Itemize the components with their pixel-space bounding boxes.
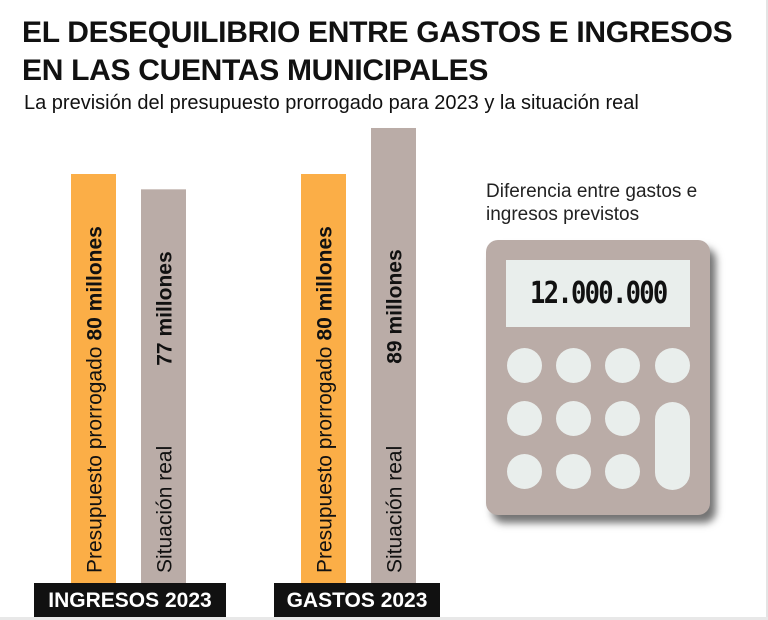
frame-border <box>766 0 768 620</box>
calculator-key <box>507 348 542 383</box>
chart-subtitle: La previsión del presupuesto prorrogado … <box>24 92 639 114</box>
bar-presupuesto-ingresos <box>71 174 116 583</box>
calculator-key <box>507 401 542 436</box>
calculator-key <box>556 401 591 436</box>
calculator-key <box>605 348 640 383</box>
calculator-icon: 12.000.000 <box>486 240 710 515</box>
category-label-ingresos: INGRESOS 2023 <box>34 583 226 619</box>
calculator-key <box>507 454 542 489</box>
calculator-key <box>556 454 591 489</box>
difference-value: 12.000.000 <box>529 276 668 311</box>
calculator-screen: 12.000.000 <box>506 260 690 327</box>
bar-label: Situación real77 millones <box>154 251 177 573</box>
category-label-gastos: GASTOS 2023 <box>274 583 440 619</box>
frame-bottom <box>0 617 768 620</box>
bar-presupuesto-gastos <box>301 174 346 583</box>
calculator-key <box>556 348 591 383</box>
bar-situacion-ingresos <box>141 189 186 583</box>
chart-title: EL DESEQUILIBRIO ENTRE GASTOS E INGRESOS… <box>22 16 733 87</box>
bar-label: Presupuesto prorrogado80 millones <box>314 226 337 573</box>
calculator-key <box>605 454 640 489</box>
bar-label: Presupuesto prorrogado80 millones <box>84 226 107 573</box>
bar-chart: Presupuesto prorrogado80 millones Presupu… <box>71 127 416 584</box>
calculator-key <box>655 348 690 383</box>
calculator-key <box>605 401 640 436</box>
bar-label: Situación real89 millones <box>384 249 407 573</box>
calculator-caption: Diferencia entre gastos e ingresos previ… <box>486 181 698 225</box>
calculator-key-equals <box>655 402 690 490</box>
bar-situacion-gastos <box>371 127 416 584</box>
